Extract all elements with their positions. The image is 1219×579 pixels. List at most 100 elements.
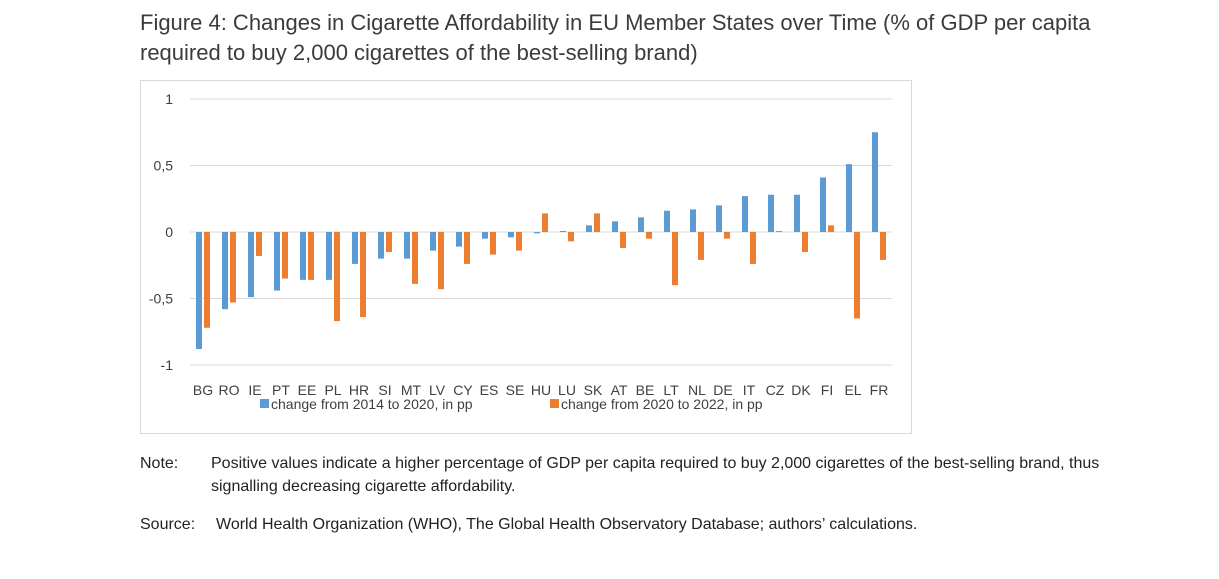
- x-tick-label: HR: [349, 382, 369, 398]
- x-tick-label: BG: [193, 382, 213, 398]
- x-tick-label: IT: [743, 382, 756, 398]
- bar-chart: 1 0,5 0 -0,5 -1 BG RO IE PT EE PL HR SI MT LV CY ES SE HU…: [149, 91, 892, 412]
- figure-title: Figure 4: Changes in Cigarette Affordabi…: [140, 10, 1091, 65]
- bar-si-series-1: [378, 232, 384, 259]
- bar-at-series-1: [612, 221, 618, 232]
- legend-swatch: [260, 399, 269, 408]
- bar-cz-series-2: [776, 231, 782, 232]
- bar-el-series-1: [846, 164, 852, 232]
- x-tick-label: IE: [248, 382, 261, 398]
- bar-at-series-2: [620, 232, 626, 248]
- bar-fi-series-2: [828, 225, 834, 232]
- bar-be-series-2: [646, 232, 652, 239]
- bar-cz-series-1: [768, 194, 774, 232]
- y-axis-ticks: 1 0,5 0 -0,5 -1: [149, 91, 173, 373]
- x-tick-label: MT: [401, 382, 422, 398]
- bar-cy-series-1: [456, 232, 462, 247]
- x-tick-label: DK: [791, 382, 811, 398]
- gridlines: [190, 98, 892, 366]
- bar-se-series-2: [516, 232, 522, 251]
- bar-se-series-1: [508, 232, 514, 238]
- x-tick-label: BE: [636, 382, 655, 398]
- bar-hu-series-2: [542, 213, 548, 232]
- bar-sk-series-1: [586, 225, 592, 232]
- bar-pt-series-2: [282, 232, 288, 279]
- x-tick-label: LT: [663, 382, 679, 398]
- x-tick-label: FI: [821, 382, 833, 398]
- x-tick-label: NL: [688, 382, 706, 398]
- x-tick-label: HU: [531, 382, 551, 398]
- legend-label: change from 2020 to 2022, in pp: [561, 396, 763, 412]
- source-label: Source:: [140, 516, 196, 533]
- bar-mt-series-1: [404, 232, 410, 259]
- legend-swatch: [550, 399, 559, 408]
- bar-fi-series-1: [820, 177, 826, 232]
- bars: [196, 132, 886, 350]
- bar-hu-series-1: [534, 232, 540, 234]
- x-tick-label: RO: [219, 382, 240, 398]
- x-tick-label: CY: [453, 382, 473, 398]
- y-tick-label: 0,5: [154, 158, 174, 174]
- x-tick-label: AT: [611, 382, 628, 398]
- bar-dk-series-2: [802, 232, 808, 252]
- bar-de-series-1: [716, 205, 722, 232]
- bar-bg-series-2: [204, 232, 210, 328]
- x-tick-label: ES: [480, 382, 499, 398]
- x-tick-label: EE: [298, 382, 317, 398]
- bar-dk-series-1: [794, 194, 800, 232]
- note-text: Positive values indicate a higher percen…: [211, 455, 1100, 495]
- bar-ie-series-1: [248, 232, 254, 298]
- bar-si-series-2: [386, 232, 392, 252]
- note-label: Note:: [140, 455, 179, 472]
- bar-pl-series-2: [334, 232, 340, 322]
- x-tick-label: EL: [844, 382, 861, 398]
- x-tick-label: CZ: [766, 382, 785, 398]
- x-axis-ticks: BG RO IE PT EE PL HR SI MT LV CY ES SE HU LU SK AT BE LT NL…: [193, 382, 888, 398]
- bar-de-series-2: [724, 232, 730, 239]
- bar-es-series-2: [490, 232, 496, 255]
- bar-es-series-1: [482, 232, 488, 239]
- y-tick-label: 0: [165, 224, 173, 240]
- bar-ro-series-1: [222, 232, 228, 310]
- x-tick-label: SE: [506, 382, 525, 398]
- bar-hr-series-1: [352, 232, 358, 264]
- bar-hr-series-2: [360, 232, 366, 318]
- x-tick-label: SI: [378, 382, 391, 398]
- bar-ee-series-2: [308, 232, 314, 280]
- bar-ro-series-2: [230, 232, 236, 303]
- legend-label: change from 2014 to 2020, in pp: [271, 396, 473, 412]
- x-tick-label: PL: [324, 382, 341, 398]
- bar-mt-series-2: [412, 232, 418, 284]
- bar-lt-series-2: [672, 232, 678, 286]
- bar-fr-series-1: [872, 132, 878, 232]
- x-tick-label: LV: [429, 382, 446, 398]
- x-tick-label: PT: [272, 382, 290, 398]
- x-tick-label: LU: [558, 382, 576, 398]
- bar-lv-series-1: [430, 232, 436, 251]
- bar-cy-series-2: [464, 232, 470, 264]
- bar-lt-series-1: [664, 210, 670, 232]
- bar-lu-series-2: [568, 232, 574, 242]
- bar-fr-series-2: [880, 232, 886, 260]
- bar-lu-series-1: [560, 231, 566, 232]
- y-tick-label: 1: [165, 91, 173, 107]
- bar-sk-series-2: [594, 213, 600, 232]
- bar-nl-series-1: [690, 209, 696, 232]
- source-text: World Health Organization (WHO), The Glo…: [216, 516, 918, 533]
- bar-nl-series-2: [698, 232, 704, 260]
- bar-ee-series-1: [300, 232, 306, 280]
- bar-ie-series-2: [256, 232, 262, 256]
- bar-lv-series-2: [438, 232, 444, 290]
- x-tick-label: FR: [870, 382, 889, 398]
- legend: change from 2014 to 2020, in pp change fr…: [260, 396, 763, 412]
- bar-it-series-2: [750, 232, 756, 264]
- y-tick-label: -1: [161, 357, 174, 373]
- bar-el-series-2: [854, 232, 860, 319]
- chart-frame: [140, 80, 912, 434]
- x-tick-label: SK: [584, 382, 603, 398]
- bar-pt-series-1: [274, 232, 280, 291]
- bar-be-series-1: [638, 217, 644, 232]
- x-tick-label: DE: [713, 382, 732, 398]
- y-tick-label: -0,5: [149, 291, 173, 307]
- bar-bg-series-1: [196, 232, 202, 350]
